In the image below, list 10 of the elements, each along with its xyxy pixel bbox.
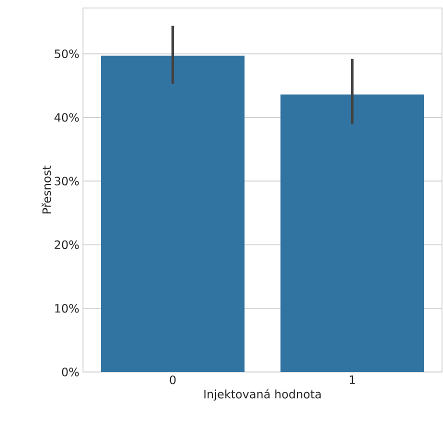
y-tick-label: 20% (54, 240, 79, 250)
y-tick-label: 10% (55, 304, 79, 313)
y-tick-label: 0% (62, 368, 79, 376)
y-axis-title: Přesnost (42, 166, 52, 214)
x-tick-label: 1 (350, 376, 355, 384)
y-tick-label: 40% (54, 113, 79, 122)
y-tick-label: 50% (54, 49, 79, 58)
x-axis-title: Injektovaná hodnota (204, 389, 321, 401)
x-tick-label: 0 (170, 376, 176, 384)
y-tick-label: 30% (54, 176, 79, 186)
